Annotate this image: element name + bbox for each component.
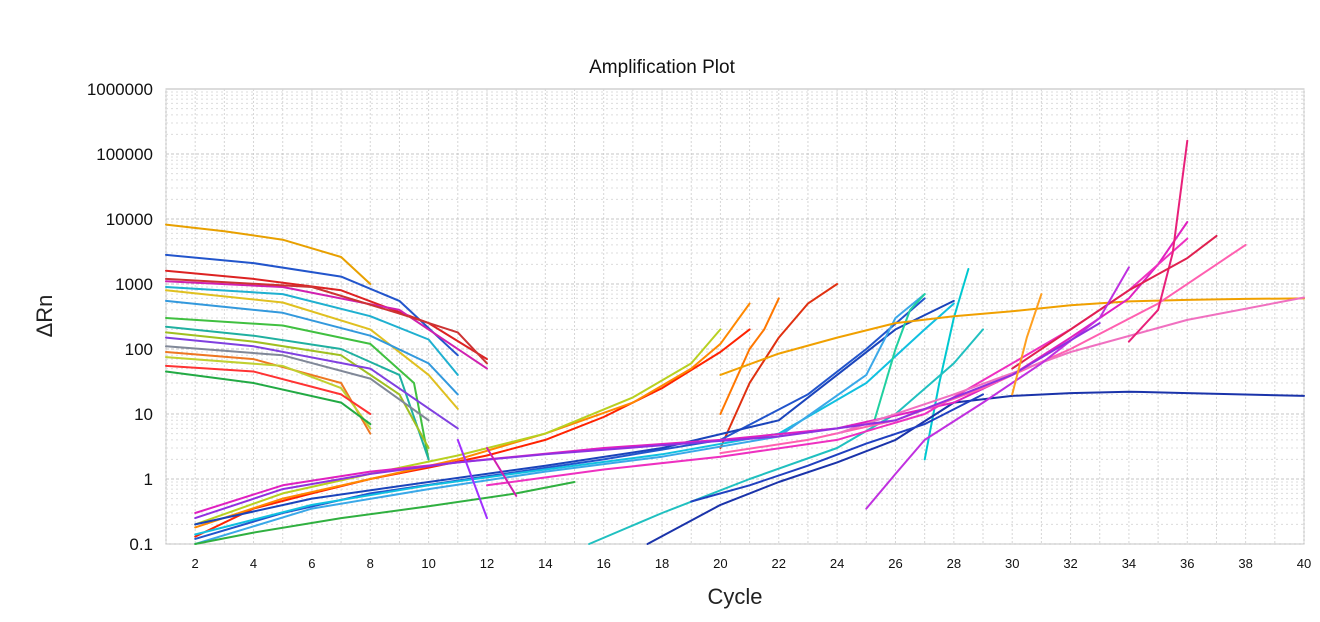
x-axis-label: Cycle bbox=[707, 584, 762, 609]
series-curve-red-late bbox=[1011, 234, 1218, 370]
series-baseline-gray bbox=[165, 345, 430, 422]
series-baseline-yellowgreen bbox=[165, 356, 372, 430]
series-baseline-cyan bbox=[165, 286, 459, 376]
series-curve-violet bbox=[865, 266, 1130, 510]
x-tick-label: 28 bbox=[947, 556, 961, 571]
y-tick-label: 10 bbox=[134, 405, 153, 424]
series-curve-teal bbox=[871, 293, 926, 430]
series-baseline-hi-orange bbox=[165, 223, 372, 285]
x-tick-label: 20 bbox=[713, 556, 727, 571]
series-curve-bluenavy bbox=[690, 393, 984, 503]
x-tick-label: 32 bbox=[1063, 556, 1077, 571]
y-tick-label: 10000 bbox=[106, 210, 153, 229]
series-curve-purple-drop bbox=[456, 438, 488, 520]
series-curve-orange-step bbox=[719, 297, 780, 415]
x-tick-label: 4 bbox=[250, 556, 257, 571]
series-baseline-red2 bbox=[165, 364, 372, 415]
series-baseline-teal bbox=[165, 325, 430, 461]
series-baseline-magenta bbox=[165, 280, 488, 370]
plot-area bbox=[165, 88, 1305, 545]
x-tick-label: 38 bbox=[1238, 556, 1252, 571]
series-curve-pink-flat bbox=[836, 296, 1305, 435]
y-tick-labels: 0.1 1 10 100 1000 10000 100000 1000000 bbox=[87, 80, 153, 554]
series-baseline-hi-red bbox=[165, 269, 488, 361]
series-curve-teal-lowstart bbox=[588, 328, 984, 545]
series-curve-green-low bbox=[194, 481, 576, 545]
series-curve-blue bbox=[194, 297, 926, 540]
series-curve-yellowgreen bbox=[194, 328, 722, 526]
x-tick-label: 8 bbox=[367, 556, 374, 571]
x-tick-label: 30 bbox=[1005, 556, 1019, 571]
series-curve-hotpink bbox=[1127, 139, 1189, 343]
x-tick-label: 2 bbox=[192, 556, 199, 571]
x-tick-label: 18 bbox=[655, 556, 669, 571]
chart-title: Amplification Plot bbox=[589, 57, 735, 78]
y-tick-label: 1000 bbox=[115, 275, 153, 294]
series-baseline-olive bbox=[165, 331, 430, 449]
series-baseline-darkgreen bbox=[165, 370, 372, 426]
series-curve-orange-step2 bbox=[1011, 293, 1043, 396]
y-axis-label: ΔRn bbox=[32, 295, 57, 338]
y-tick-label: 1000000 bbox=[87, 80, 153, 99]
x-tick-label: 40 bbox=[1297, 556, 1311, 571]
x-tick-label: 34 bbox=[1122, 556, 1136, 571]
series-baseline-green bbox=[165, 317, 430, 461]
series-layer bbox=[165, 139, 1305, 545]
series-curve-red2 bbox=[719, 283, 839, 449]
series-curve-skyblue bbox=[194, 293, 926, 545]
x-tick-label: 6 bbox=[308, 556, 315, 571]
series-baseline-yellow bbox=[165, 289, 459, 410]
x-tick-label: 10 bbox=[421, 556, 435, 571]
series-curve-blue2 bbox=[194, 299, 955, 526]
x-tick-label: 36 bbox=[1180, 556, 1194, 571]
x-tick-label: 16 bbox=[596, 556, 610, 571]
y-tick-label: 1 bbox=[144, 470, 153, 489]
series-curve-purple bbox=[194, 322, 1101, 520]
series-curve-magenta-drop bbox=[486, 447, 518, 497]
series-curve-cyan bbox=[194, 302, 955, 536]
x-tick-label: 26 bbox=[888, 556, 902, 571]
y-tick-label: 0.1 bbox=[129, 535, 153, 554]
x-tick-label: 24 bbox=[830, 556, 844, 571]
y-tick-label: 100 bbox=[125, 340, 153, 359]
y-tick-label: 100000 bbox=[96, 145, 153, 164]
series-baseline-purple bbox=[165, 336, 459, 430]
series-baseline-lightblue bbox=[165, 299, 459, 396]
series-baseline-darkred bbox=[165, 277, 488, 365]
x-tick-label: 14 bbox=[538, 556, 552, 571]
series-curve-orange-flat bbox=[719, 297, 1305, 376]
series-curve-red-main bbox=[194, 328, 751, 538]
x-tick-labels: 2 4 6 8 10 12 14 16 18 20 22 24 26 28 30 32 34 36 38 40 bbox=[192, 556, 1312, 571]
x-tick-label: 22 bbox=[772, 556, 786, 571]
x-tick-label: 12 bbox=[480, 556, 494, 571]
